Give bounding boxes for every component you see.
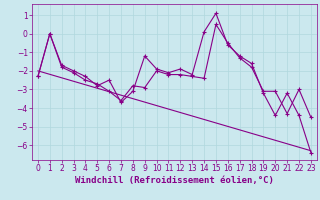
X-axis label: Windchill (Refroidissement éolien,°C): Windchill (Refroidissement éolien,°C) bbox=[75, 176, 274, 185]
